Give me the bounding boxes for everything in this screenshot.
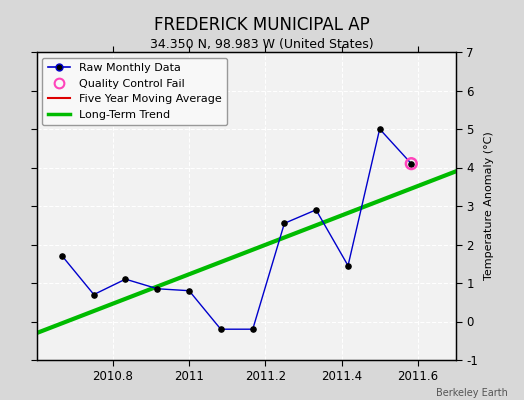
Point — [216, 326, 225, 332]
Point — [121, 276, 129, 282]
Point — [248, 326, 257, 332]
Point — [407, 160, 416, 167]
Point — [90, 291, 98, 298]
Y-axis label: Temperature Anomaly (°C): Temperature Anomaly (°C) — [484, 132, 494, 280]
Point — [407, 160, 416, 167]
Text: 34.350 N, 98.983 W (United States): 34.350 N, 98.983 W (United States) — [150, 38, 374, 51]
Point — [154, 286, 162, 292]
Point — [58, 253, 67, 259]
Point — [344, 262, 352, 269]
Legend: Raw Monthly Data, Quality Control Fail, Five Year Moving Average, Long-Term Tren: Raw Monthly Data, Quality Control Fail, … — [42, 58, 227, 125]
Text: FREDERICK MUNICIPAL AP: FREDERICK MUNICIPAL AP — [154, 16, 370, 34]
Point — [312, 207, 320, 213]
Point — [280, 220, 289, 226]
Point — [185, 288, 193, 294]
Text: Berkeley Earth: Berkeley Earth — [436, 388, 508, 398]
Point — [376, 126, 384, 132]
